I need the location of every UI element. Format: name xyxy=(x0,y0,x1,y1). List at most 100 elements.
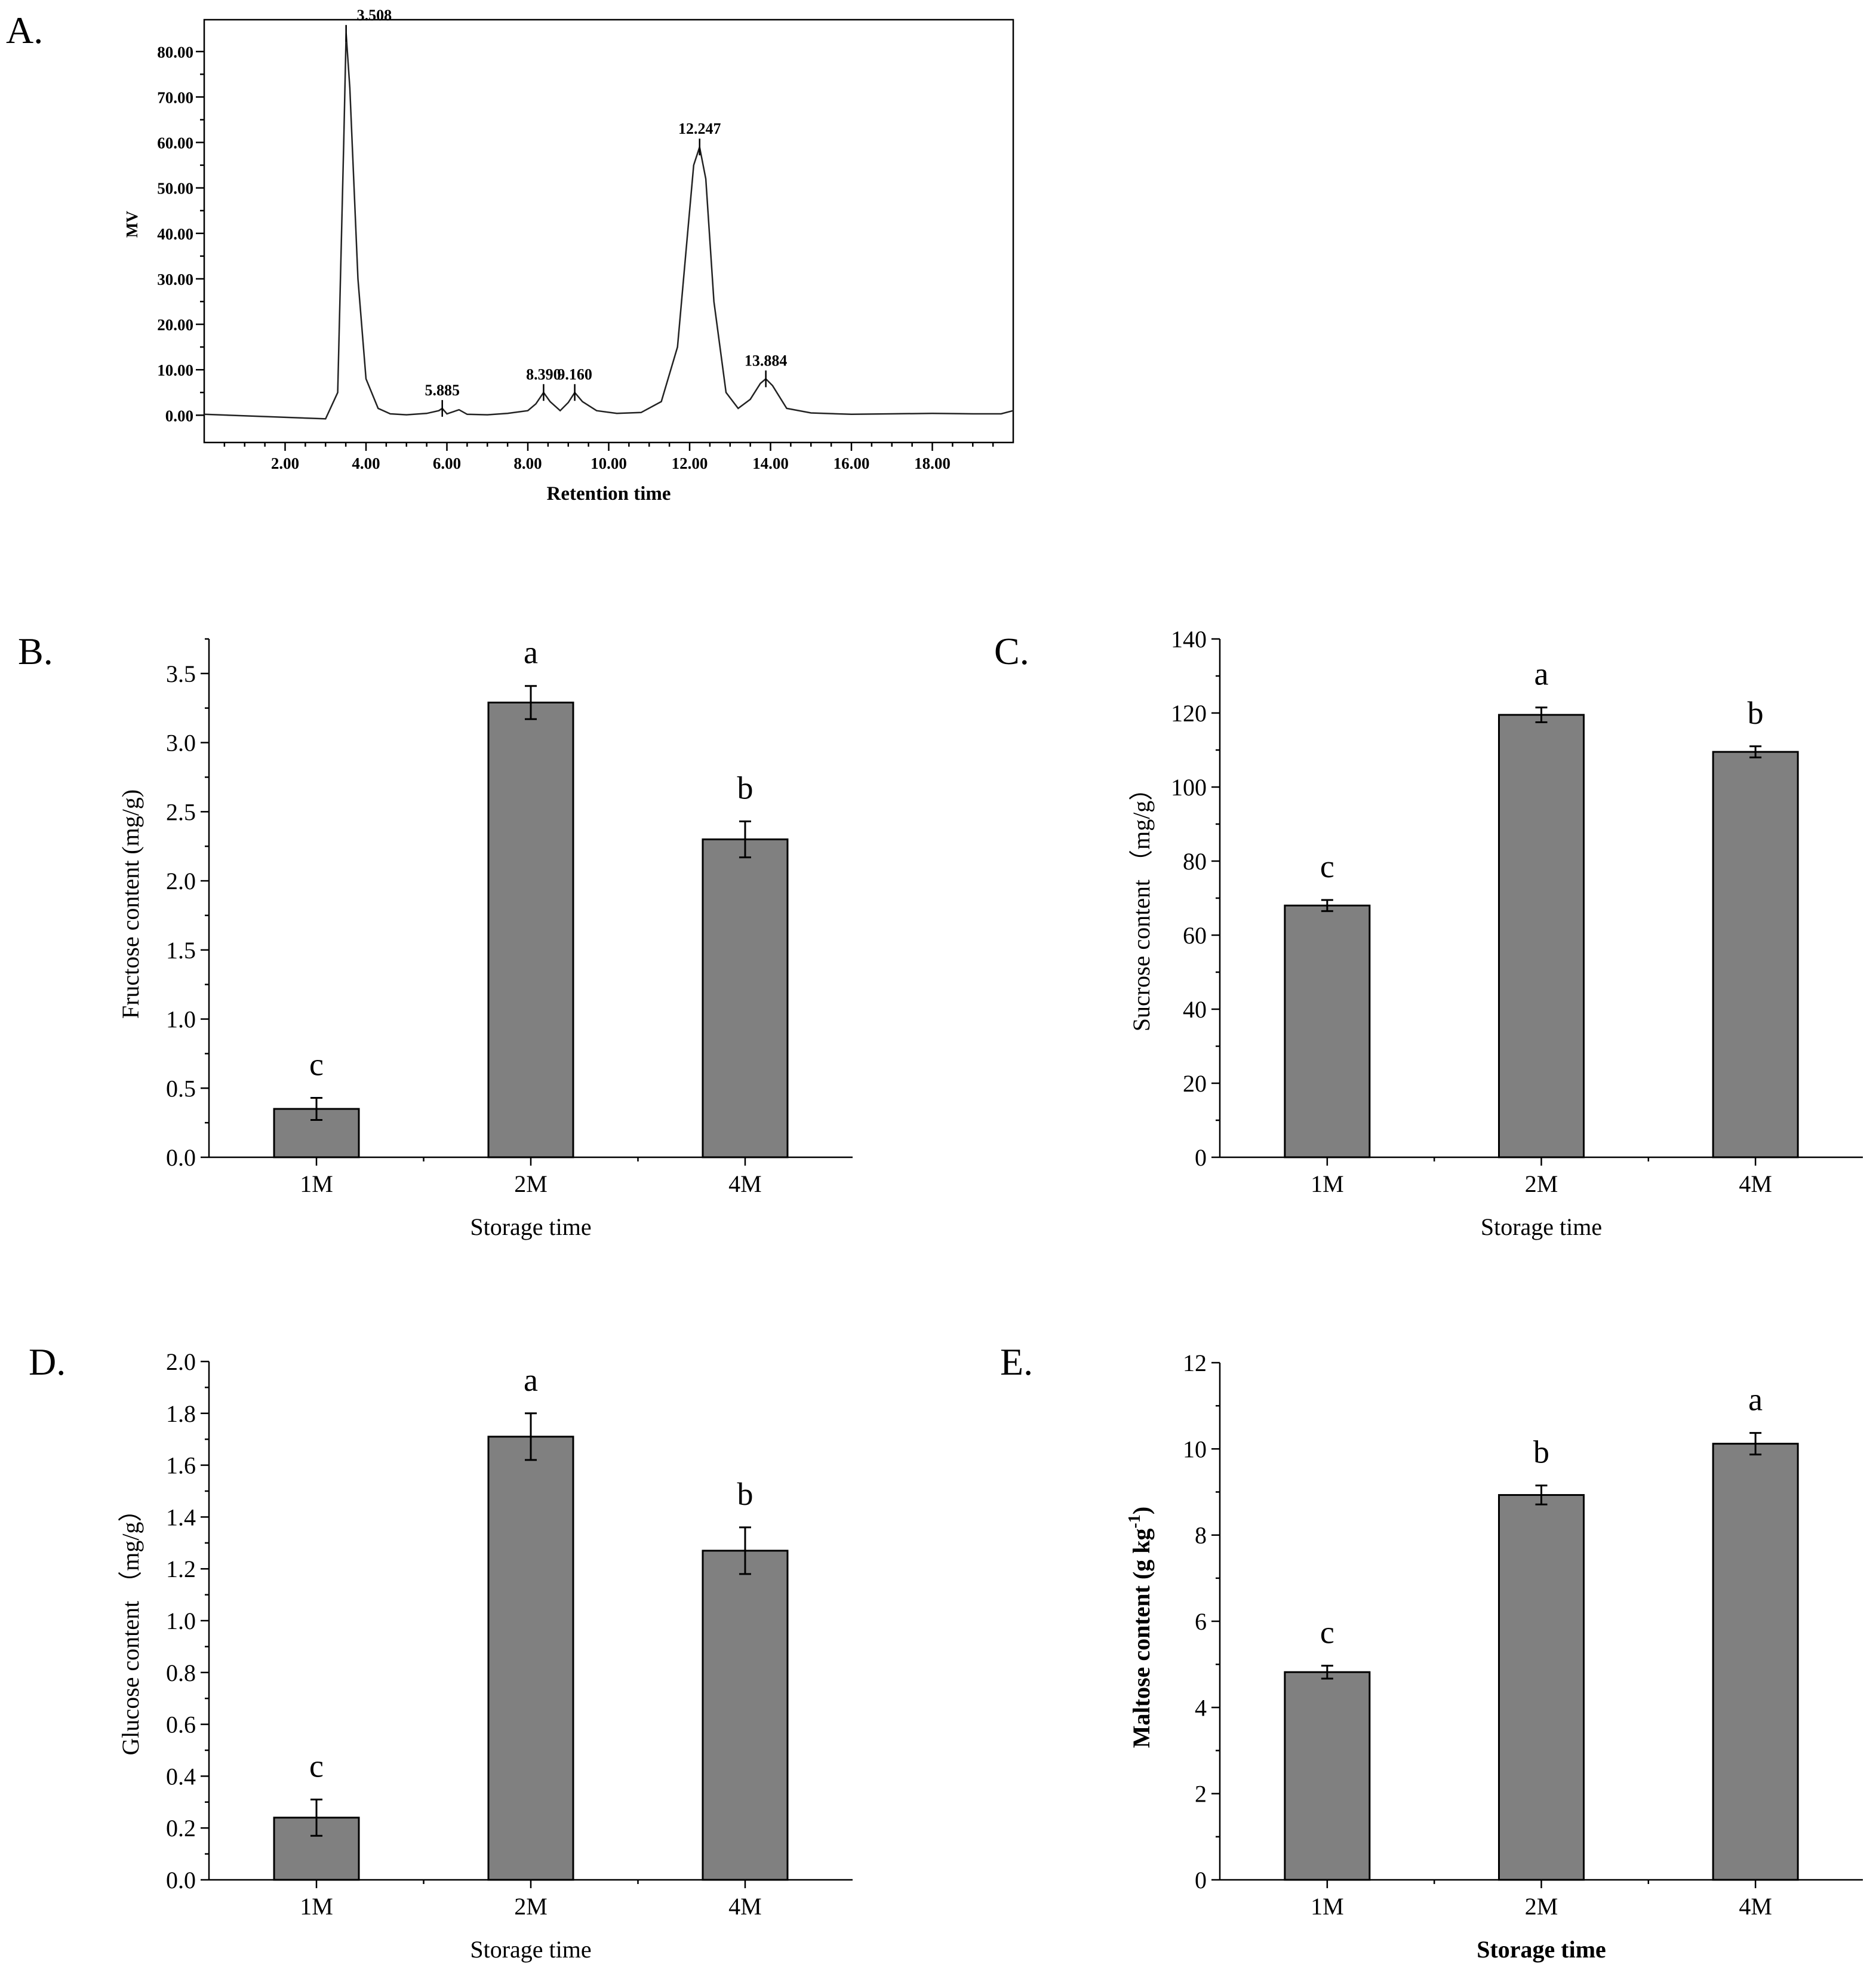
y-tick-label: 2.5 xyxy=(166,798,196,825)
y-tick-label: 0.0 xyxy=(166,1867,196,1894)
panel-label-b: B. xyxy=(18,630,53,672)
x-tick-label-2M: 2M xyxy=(1525,1170,1558,1197)
bar-2M xyxy=(487,701,574,1158)
y-tick-label: 1.6 xyxy=(166,1452,196,1479)
y-tick-label: 120 xyxy=(1171,700,1207,727)
significance-letter-1M: c xyxy=(1320,849,1334,884)
panel-label-a: A. xyxy=(6,9,43,51)
panel-label-c: C. xyxy=(994,630,1029,672)
y-axis-title: Sucrose content （mg/g） xyxy=(1128,777,1155,1032)
y-tick-label: 20 xyxy=(1183,1070,1207,1097)
y-tick-label: 0 xyxy=(1195,1867,1207,1894)
significance-letter-1M: c xyxy=(309,1046,324,1082)
y-tick-label: 1.8 xyxy=(166,1400,196,1427)
y-tick-label: 100 xyxy=(1171,774,1207,801)
significance-letter-1M: c xyxy=(309,1748,324,1784)
y-tick-label: 0 xyxy=(1195,1144,1207,1171)
y-tick-label: 50.00 xyxy=(157,180,193,198)
panel-a: A. 2.00 4.00 6.00 8.00 10.00 12.00 14.00 16.00 18… xyxy=(6,7,1014,505)
significance-letter-2M: a xyxy=(524,635,538,671)
y-tick-label: 80.00 xyxy=(157,43,193,61)
y-tick-label: 0.2 xyxy=(166,1815,196,1842)
x-tick-label: 8.00 xyxy=(513,454,542,472)
peak-label: 9.160 xyxy=(557,365,592,383)
y-tick-label: 40.00 xyxy=(157,225,193,243)
x-tick-label-4M: 4M xyxy=(728,1170,762,1197)
y-tick-label: 3.0 xyxy=(166,730,196,757)
y-axis-title-superscript: -1 xyxy=(1125,1514,1144,1528)
x-tick-label-1M: 1M xyxy=(1311,1893,1344,1920)
y-tick-label: 60.00 xyxy=(157,134,193,152)
y-tick-label: 6 xyxy=(1195,1608,1207,1635)
x-axis-title: Storage time xyxy=(1477,1936,1606,1963)
bar-4M xyxy=(1712,1443,1799,1881)
y-axis-title-main: Fructose content (mg/g) xyxy=(117,789,144,1019)
x-tick-label-2M: 2M xyxy=(514,1170,548,1197)
x-tick-label-4M: 4M xyxy=(1739,1170,1772,1197)
significance-letter-4M: b xyxy=(1748,695,1764,731)
peak-label: 5.885 xyxy=(425,382,460,399)
peak-label: 8.390 xyxy=(526,365,561,383)
plot-frame-a xyxy=(203,19,1014,444)
y-tick-label: 12 xyxy=(1183,1350,1207,1376)
y-axis-title: MV xyxy=(123,211,141,238)
peak-label: 3.508 xyxy=(357,7,392,24)
x-tick-label-4M: 4M xyxy=(728,1893,762,1920)
bar-4M xyxy=(1712,751,1799,1158)
y-tick-label: 0.5 xyxy=(166,1075,196,1102)
y-tick-label: 8 xyxy=(1195,1522,1207,1549)
x-axis-title: Storage time xyxy=(1481,1213,1602,1240)
y-tick-label: 10.00 xyxy=(157,361,193,379)
y-axis-title-main: Glucose content （mg/g） xyxy=(117,1498,144,1755)
panel-b: B. 0.0 0.5 1.0 1.5 2.0 2.5 3.0 3.5 c 1M a 2M b 4M Stora… xyxy=(18,630,853,1240)
x-tick-label: 12.00 xyxy=(672,454,708,472)
bar-1M xyxy=(1284,904,1371,1158)
y-tick-label: 2 xyxy=(1195,1781,1207,1808)
significance-letter-2M: a xyxy=(1534,656,1549,692)
x-tick-label-2M: 2M xyxy=(514,1893,548,1920)
significance-letter-4M: b xyxy=(737,770,753,806)
y-axis-title-main: Sucrose content （mg/g） xyxy=(1128,777,1155,1032)
y-tick-label: 1.5 xyxy=(166,937,196,964)
panel-d: D. 0.0 0.2 0.4 0.6 0.8 1.0 1.2 1.4 1.6 1.8 2.0 c 1M a 2… xyxy=(29,1341,853,1963)
chromatogram-trace xyxy=(204,33,1014,420)
x-axis-title: Storage time xyxy=(470,1213,591,1240)
x-tick-label: 16.00 xyxy=(834,454,870,472)
x-tick-label-1M: 1M xyxy=(300,1170,333,1197)
y-tick-label: 80 xyxy=(1183,848,1207,875)
significance-letter-2M: b xyxy=(1533,1434,1549,1470)
bar-4M xyxy=(702,1550,789,1881)
y-tick-label: 20.00 xyxy=(157,316,193,334)
x-tick-label-4M: 4M xyxy=(1739,1893,1772,1920)
x-tick-label: 6.00 xyxy=(433,454,461,472)
y-tick-label: 0.0 xyxy=(166,1144,196,1171)
y-tick-label: 60 xyxy=(1183,922,1207,949)
y-axis-title: Fructose content (mg/g) xyxy=(117,789,144,1019)
peak-label: 12.247 xyxy=(678,120,721,137)
x-tick-label: 4.00 xyxy=(352,454,380,472)
panel-c: C. 0 20 40 60 80 100 120 140 c 1M a 2M b 4M Storage tim… xyxy=(994,626,1863,1240)
y-tick-label: 1.0 xyxy=(166,1006,196,1033)
y-tick-label: 1.0 xyxy=(166,1608,196,1634)
y-tick-label: 0.8 xyxy=(166,1659,196,1686)
y-axis-title: Maltose content (g kg-1) xyxy=(1125,1507,1155,1748)
y-axis-title-main: Maltose content (g kg xyxy=(1128,1528,1155,1748)
significance-letter-4M: b xyxy=(737,1476,753,1512)
x-tick-label: 14.00 xyxy=(752,454,789,472)
y-tick-label: 0.4 xyxy=(166,1763,196,1790)
bar-2M xyxy=(1498,714,1585,1158)
y-axis-title: Glucose content （mg/g） xyxy=(117,1498,144,1755)
y-axis-title-close: ) xyxy=(1128,1507,1155,1514)
y-tick-label: 10 xyxy=(1183,1436,1207,1462)
x-axis-title: Storage time xyxy=(470,1936,591,1963)
significance-letter-2M: a xyxy=(524,1362,538,1398)
y-tick-label: 0.00 xyxy=(165,407,193,425)
y-tick-label: 2.0 xyxy=(166,868,196,895)
significance-letter-1M: c xyxy=(1320,1614,1334,1650)
y-tick-label: 3.5 xyxy=(166,660,196,687)
y-tick-label: 4 xyxy=(1195,1694,1207,1721)
significance-letter-4M: a xyxy=(1748,1382,1763,1418)
y-tick-label: 70.00 xyxy=(157,88,193,106)
peak-label: 13.884 xyxy=(745,352,788,369)
